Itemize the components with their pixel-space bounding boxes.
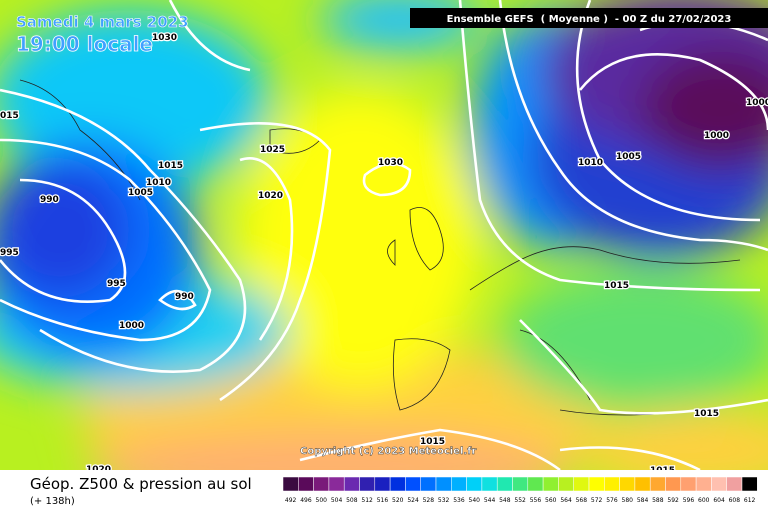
- scale-swatch: [573, 476, 590, 492]
- scale-swatch: [420, 476, 437, 492]
- scale-label: 528: [423, 497, 435, 504]
- isobar-label: 1025: [260, 145, 285, 155]
- isobar-label: 1010: [146, 178, 171, 188]
- isobar-label: 995: [0, 248, 19, 258]
- scale-label: 532: [438, 497, 450, 504]
- scale-swatch: [741, 476, 758, 492]
- scale-label: 536: [453, 497, 465, 504]
- scale-label: 612: [744, 497, 756, 504]
- scale-label: 512: [361, 497, 373, 504]
- scale-swatch: [649, 476, 666, 492]
- scale-swatch: [665, 476, 682, 492]
- scale-label: 596: [683, 497, 695, 504]
- scale-label: 604: [713, 497, 725, 504]
- scale-label: 552: [514, 497, 526, 504]
- scale-label: 500: [316, 497, 328, 504]
- scale-swatch: [359, 476, 376, 492]
- isobar-label: 1000: [119, 321, 144, 331]
- scale-label: 580: [622, 497, 634, 504]
- isobar-label: 1010: [578, 158, 603, 168]
- scale-swatch: [634, 476, 651, 492]
- scale-label: 556: [530, 497, 542, 504]
- forecast-time: 19:00 locale: [16, 32, 153, 56]
- scale-label: 540: [469, 497, 481, 504]
- scale-label: 516: [377, 497, 389, 504]
- scale-label: 568: [576, 497, 588, 504]
- scale-swatch: [680, 476, 697, 492]
- scale-label: 560: [545, 497, 557, 504]
- scale-label: 504: [331, 497, 343, 504]
- scale-swatch: [558, 476, 574, 492]
- scale-swatch: [481, 476, 498, 492]
- isobar-label: 1030: [378, 158, 403, 168]
- scale-label: 524: [407, 497, 419, 504]
- scale-swatch: [711, 476, 727, 492]
- isobar-label: 015: [0, 111, 19, 121]
- isobar-label: 995: [107, 279, 126, 289]
- isobar-label: 990: [40, 195, 59, 205]
- scale-label: 572: [591, 497, 603, 504]
- isobars: [0, 0, 768, 470]
- scale-swatch: [328, 476, 345, 492]
- isobar-label: 1030: [152, 33, 177, 43]
- scale-label: 576: [606, 497, 618, 504]
- scale-swatch: [604, 476, 620, 492]
- scale-swatch: [512, 476, 529, 492]
- model-title: Ensemble GEFS ( Moyenne ) - 00 Z du 27/0…: [447, 14, 732, 25]
- footer-title: Géop. Z500 & pression au sol: [30, 475, 252, 493]
- scale-label: 496: [300, 497, 312, 504]
- scale-label: 520: [392, 497, 404, 504]
- scale-swatch: [374, 476, 391, 492]
- scale-label: 588: [652, 497, 664, 504]
- scale-swatch: [527, 476, 544, 492]
- isobar-label: 1000: [704, 131, 729, 141]
- scale-label: 564: [560, 497, 572, 504]
- scale-label: 592: [667, 497, 679, 504]
- scale-swatch: [726, 476, 743, 492]
- isobar-label: 1005: [616, 152, 641, 162]
- color-scale: 492 496 500 504 508 512 516 520 524 528 532 536 540 5…: [282, 476, 758, 504]
- scale-label: 492: [285, 497, 297, 504]
- isobar-label: 990: [175, 292, 194, 302]
- scale-swatch: [542, 476, 559, 492]
- scale-swatch: [588, 476, 605, 492]
- isobar-label: 1015: [420, 437, 445, 447]
- scale-swatch: [695, 476, 712, 492]
- scale-swatch: [313, 476, 330, 492]
- isobar-label: 1005: [128, 188, 153, 198]
- scale-swatch: [282, 476, 299, 492]
- scale-label: 548: [499, 497, 511, 504]
- scale-label: 608: [729, 497, 741, 504]
- isobar-label: 1020: [258, 191, 283, 201]
- scale-swatch: [435, 476, 452, 492]
- scale-swatch: [405, 476, 421, 492]
- scale-swatch: [619, 476, 636, 492]
- scale-swatch: [496, 476, 513, 492]
- scale-label: 584: [637, 497, 649, 504]
- model-banner: [410, 8, 768, 28]
- scale-label: 508: [346, 497, 358, 504]
- isobar-label: 1015: [694, 409, 719, 419]
- scale-label: 600: [698, 497, 710, 504]
- forecast-date: Samedi 4 mars 2023: [16, 13, 189, 31]
- scale-swatch: [451, 476, 467, 492]
- copyright: Copyright (c) 2023 Meteociel.fr: [300, 446, 477, 457]
- scale-swatch: [466, 476, 483, 492]
- isobar-label: 1015: [604, 281, 629, 291]
- isobar-label: 1015: [158, 161, 183, 171]
- scale-label: 544: [484, 497, 496, 504]
- scale-swatch: [343, 476, 360, 492]
- scale-swatch: [389, 476, 406, 492]
- isobar-label: 1000: [746, 98, 768, 108]
- footer-lead: (+ 138h): [30, 496, 75, 507]
- scale-swatch: [298, 476, 314, 492]
